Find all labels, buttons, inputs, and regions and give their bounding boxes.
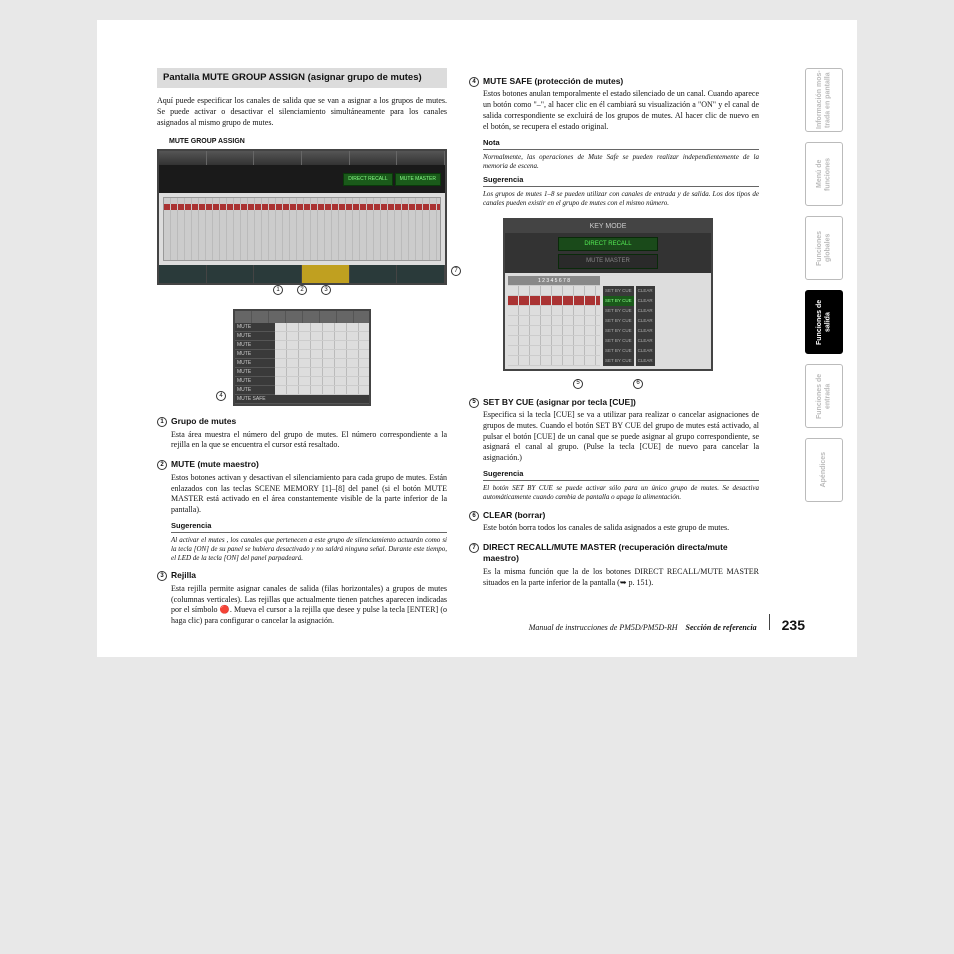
- mini-grid-figure: MUTEMUTEMUTEMUTEMUTEMUTEMUTEMUTEMUTE SAF…: [233, 309, 371, 406]
- keymode-grid-row: SET BY CUECLEAR: [508, 306, 708, 316]
- item4-sug-text: Los grupos de mutes 1–8 se pueden utiliz…: [483, 190, 759, 208]
- side-tab: Apéndices: [805, 438, 843, 502]
- keymode-direct-recall: DIRECT RECALL: [558, 237, 658, 251]
- item4-sug-label: Sugerencia: [483, 175, 759, 185]
- mini-grid-row: MUTE: [235, 386, 369, 395]
- callout-6: 6: [633, 379, 643, 389]
- mini-grid-row: MUTE: [235, 368, 369, 377]
- item-7: 7DIRECT RECALL/MUTE MASTER (recuperación…: [469, 542, 759, 589]
- item6-body: Este botón borra todos los canales de sa…: [483, 523, 759, 534]
- side-tab: Menú de funciones: [805, 142, 843, 206]
- page-footer: Manual de instrucciones de PM5D/PM5D-RH …: [157, 614, 805, 635]
- fig1-midbar: DIRECT RECALL MUTE MASTER: [159, 165, 445, 193]
- mini-grid-row: MUTE: [235, 377, 369, 386]
- mini-grid-row: MUTE: [235, 359, 369, 368]
- fig1-btn-mute-master: MUTE MASTER: [395, 173, 441, 186]
- footer-page-number: 235: [782, 616, 805, 635]
- fig1-grid: [159, 193, 445, 265]
- item4-body: Estos botones anulan temporalmente el es…: [483, 89, 759, 132]
- figure1-caption: MUTE GROUP ASSIGN: [169, 137, 447, 146]
- mini-grid-row: MUTE: [235, 323, 369, 332]
- item1-body: Esta área muestra el número del grupo de…: [171, 430, 447, 452]
- item2-body: Estos botones activan y desactivan el si…: [171, 473, 447, 516]
- item5-body: Especifica si la tecla [CUE] se va a uti…: [483, 410, 759, 464]
- fig1-topbar: [159, 151, 445, 165]
- item7-title: DIRECT RECALL/MUTE MASTER (recuperación …: [483, 542, 759, 565]
- item2-sug: Al activar el mutes , los canales que pe…: [171, 536, 447, 562]
- mini-grid-row: MUTE: [235, 341, 369, 350]
- footer-section: Sección de referencia: [686, 623, 757, 634]
- side-tabs: Información mos- trada en pantalla Menú d…: [805, 68, 843, 502]
- callout-1: 1: [273, 285, 283, 295]
- keymode-mute-master: MUTE MASTER: [558, 254, 658, 268]
- mini-grid-footer-row: MUTE SAFE: [235, 395, 369, 404]
- keymode-header: KEY MODE: [505, 220, 711, 233]
- side-tab: Información mos- trada en pantalla: [805, 68, 843, 132]
- item7-body: Es la misma función que la de los botone…: [483, 567, 759, 589]
- callout-2: 2: [297, 285, 307, 295]
- item-1: 1Grupo de mutes Esta área muestra el núm…: [157, 416, 447, 451]
- item5-title: SET BY CUE (asignar por tecla [CUE]): [483, 397, 636, 408]
- callout-7: 7: [451, 266, 461, 276]
- keymode-grid-row: SET BY CUECLEAR: [508, 356, 708, 366]
- item4-nota-label: Nota: [483, 138, 759, 148]
- mini-grid-row: MUTE: [235, 350, 369, 359]
- keymode-grid-row: SET BY CUECLEAR: [508, 326, 708, 336]
- item2-title: MUTE (mute maestro): [171, 459, 259, 470]
- left-column: Pantalla MUTE GROUP ASSIGN (asignar grup…: [157, 68, 447, 627]
- keymode-grid-row: SET BY CUECLEAR: [508, 296, 708, 306]
- fig1-bottombar: [159, 265, 445, 283]
- keymode-grid-row: SET BY CUECLEAR: [508, 336, 708, 346]
- keymode-grid-row: SET BY CUECLEAR: [508, 316, 708, 326]
- manual-page: Pantalla MUTE GROUP ASSIGN (asignar grup…: [97, 20, 857, 657]
- intro-paragraph: Aquí puede especificar los canales de sa…: [157, 96, 447, 128]
- keymode-grid-row: SET BY CUECLEAR: [508, 286, 708, 296]
- footer-doc: Manual de instrucciones de PM5D/PM5D-RH: [529, 623, 678, 634]
- side-tab: Funciones de salida: [805, 290, 843, 354]
- figure2-keymode: KEY MODE DIRECT RECALL MUTE MASTER 1 2 3…: [503, 218, 713, 371]
- two-column-layout: Pantalla MUTE GROUP ASSIGN (asignar grup…: [157, 68, 805, 627]
- figure1-screenshot: DIRECT RECALL MUTE MASTER: [157, 149, 447, 285]
- keymode-grid-row: SET BY CUECLEAR: [508, 346, 708, 356]
- side-tab: Funciones de entrada: [805, 364, 843, 428]
- item6-title: CLEAR (borrar): [483, 510, 545, 521]
- mini-top-callouts: 1 2 3: [157, 285, 447, 295]
- mini-grid-row: MUTE: [235, 332, 369, 341]
- item4-title: MUTE SAFE (protección de mutes): [483, 76, 623, 87]
- item5-sug: El botón SET BY CUE se puede activar sól…: [483, 484, 759, 502]
- item4-heading: 4 MUTE SAFE (protección de mutes): [469, 76, 759, 87]
- callout-5: 5: [573, 379, 583, 389]
- item1-title: Grupo de mutes: [171, 416, 236, 427]
- section-title: Pantalla MUTE GROUP ASSIGN (asignar grup…: [157, 68, 447, 88]
- callout-4: 4: [216, 391, 226, 401]
- item-5: 5SET BY CUE (asignar por tecla [CUE]) Es…: [469, 397, 759, 502]
- callout-3: 3: [321, 285, 331, 295]
- side-tab: Funciones globales: [805, 216, 843, 280]
- item3-title: Rejilla: [171, 570, 196, 581]
- item-6: 6CLEAR (borrar) Este botón borra todos l…: [469, 510, 759, 534]
- fig1-btn-direct-recall: DIRECT RECALL: [343, 173, 392, 186]
- right-column: 4 MUTE SAFE (protección de mutes) Estos …: [469, 68, 759, 627]
- item-2: 2MUTE (mute maestro) Estos botones activ…: [157, 459, 447, 562]
- item4-nota-text: Normalmente, las operaciones de Mute Saf…: [483, 153, 759, 171]
